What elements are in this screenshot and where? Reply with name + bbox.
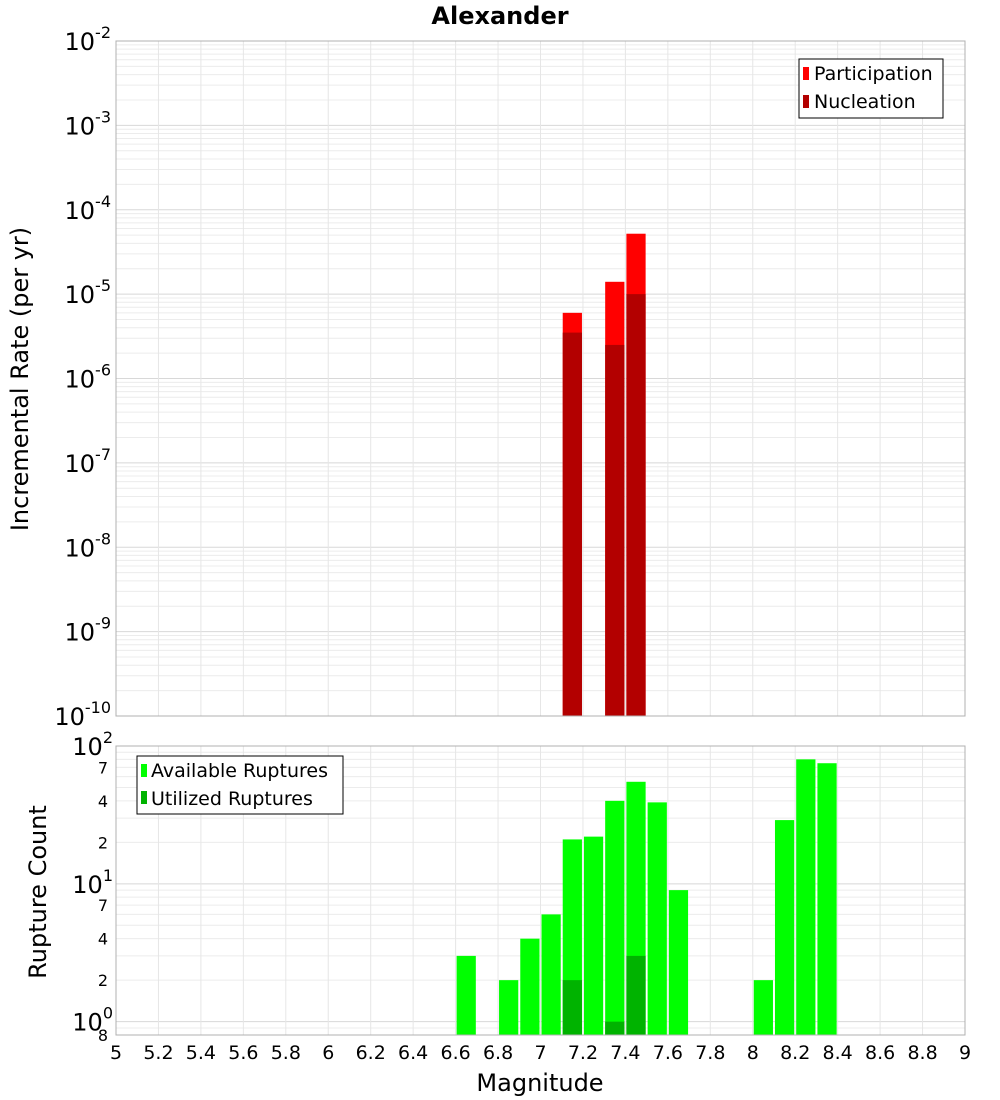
x-tick-label: 7.4	[610, 1042, 640, 1064]
bar-utilized-ruptures	[562, 980, 582, 1035]
legend-label-utilized: Utilized Ruptures	[151, 788, 313, 810]
top-legend: Participation Nucleation	[798, 58, 944, 119]
bottom-y-minor-tick-label: 4	[98, 792, 108, 811]
x-tick-label: 7.6	[653, 1042, 683, 1064]
x-tick-label: 6.2	[356, 1042, 386, 1064]
x-tick-label: 5	[110, 1042, 122, 1064]
bar-available-ruptures	[753, 980, 773, 1035]
bottom-y-minor-tick-label: 7	[98, 758, 108, 777]
legend-label-participation: Participation	[814, 63, 933, 85]
bar-utilized-ruptures	[605, 1021, 625, 1035]
bottom-y-minor-tick-label: 2	[98, 833, 108, 852]
bottom-y-axis-label: Rupture Count	[24, 805, 52, 979]
bottom-y-minor-tick-label: 8	[98, 1026, 108, 1045]
top-y-tick-label: 10-8	[65, 529, 112, 562]
bottom-y-tick-label: 101	[72, 866, 113, 899]
bar-available-ruptures	[796, 759, 816, 1035]
top-y-tick-label: 10-4	[65, 192, 112, 225]
bar-available-ruptures	[668, 890, 689, 1035]
x-tick-label: 7.8	[695, 1042, 725, 1064]
top-bars	[562, 233, 646, 716]
x-tick-label: 5.4	[186, 1042, 216, 1064]
top-y-tick-label: 10-7	[65, 445, 112, 478]
bar-utilized-ruptures	[626, 955, 646, 1035]
top-y-tick-label: 10-9	[65, 614, 112, 647]
bottom-legend: Available Ruptures Utilized Ruptures	[136, 755, 344, 815]
bottom-plot-area: 100 101 102 8 2 4 7 2 4 7 5 5.2 5.4 5.6 5.8 6 6.2 6.4 6.6…	[24, 728, 971, 1097]
top-y-tick-label: 10-5	[65, 276, 112, 309]
bottom-y-ticks: 100 101 102 8 2 4 7 2 4 7	[72, 728, 113, 1045]
x-tick-label: 7.2	[568, 1042, 598, 1064]
x-tick-label: 8.6	[865, 1042, 895, 1064]
bar-available-ruptures	[583, 836, 604, 1035]
bar-nucleation	[626, 294, 646, 716]
bar-available-ruptures	[774, 820, 795, 1035]
top-gridlines	[115, 41, 966, 717]
x-tick-label: 8.2	[780, 1042, 810, 1064]
bar-available-ruptures	[541, 914, 561, 1035]
x-tick-label: 5.8	[271, 1042, 301, 1064]
bottom-y-minor-tick-label: 2	[98, 971, 108, 990]
bar-available-ruptures	[499, 980, 519, 1035]
legend-swatch-utilized	[141, 791, 147, 804]
bar-available-ruptures	[456, 955, 476, 1035]
x-tick-label: 6	[322, 1042, 334, 1064]
x-tick-label: 8.8	[907, 1042, 937, 1064]
bottom-y-minor-tick-label: 7	[98, 896, 108, 915]
bottom-y-tick-label: 102	[72, 728, 113, 761]
x-tick-label: 6.4	[398, 1042, 428, 1064]
legend-swatch-nucleation	[803, 95, 809, 108]
legend-swatch-available	[141, 764, 147, 777]
x-tick-label: 7	[534, 1042, 546, 1064]
bottom-bars	[456, 759, 837, 1035]
bar-available-ruptures	[520, 938, 540, 1035]
top-y-tick-label: 10-3	[65, 107, 112, 140]
x-tick-label: 6.6	[440, 1042, 470, 1064]
x-tick-label: 9	[959, 1042, 971, 1064]
x-tick-label: 5.2	[143, 1042, 173, 1064]
bar-nucleation	[605, 344, 625, 716]
bottom-y-minor-tick-label: 4	[98, 930, 108, 949]
top-y-tick-label: 10-6	[65, 361, 112, 394]
legend-label-available: Available Ruptures	[151, 760, 328, 782]
top-y-tick-label: 10-10	[54, 698, 111, 731]
bottom-y-tick-label: 100	[72, 1004, 113, 1037]
x-ticks: 5 5.2 5.4 5.6 5.8 6 6.2 6.4 6.6 6.8 7 7.2 7.4 7.6 7.8 8…	[110, 1042, 971, 1064]
chart-title: Alexander	[431, 2, 568, 30]
legend-swatch-participation	[803, 67, 809, 80]
x-tick-label: 6.8	[483, 1042, 513, 1064]
x-tick-label: 8.4	[823, 1042, 853, 1064]
x-axis-label: Magnitude	[476, 1069, 603, 1097]
top-y-ticks: 10-10 10-9 10-8 10-7 10-6 10-5 10-4 10-3 10-2	[54, 23, 111, 731]
bar-available-ruptures	[605, 800, 625, 1035]
legend-label-nucleation: Nucleation	[814, 91, 916, 113]
bar-available-ruptures	[817, 763, 837, 1035]
bar-nucleation	[562, 332, 582, 716]
top-y-tick-label: 10-2	[65, 23, 112, 56]
top-plot-area: 10-10 10-9 10-8 10-7 10-6 10-5 10-4 10-3 10-2 In…	[6, 23, 966, 731]
bar-available-ruptures	[647, 802, 667, 1035]
x-tick-label: 5.6	[228, 1042, 258, 1064]
x-tick-label: 8	[747, 1042, 759, 1064]
top-y-axis-label: Incremental Rate (per yr)	[6, 227, 34, 531]
